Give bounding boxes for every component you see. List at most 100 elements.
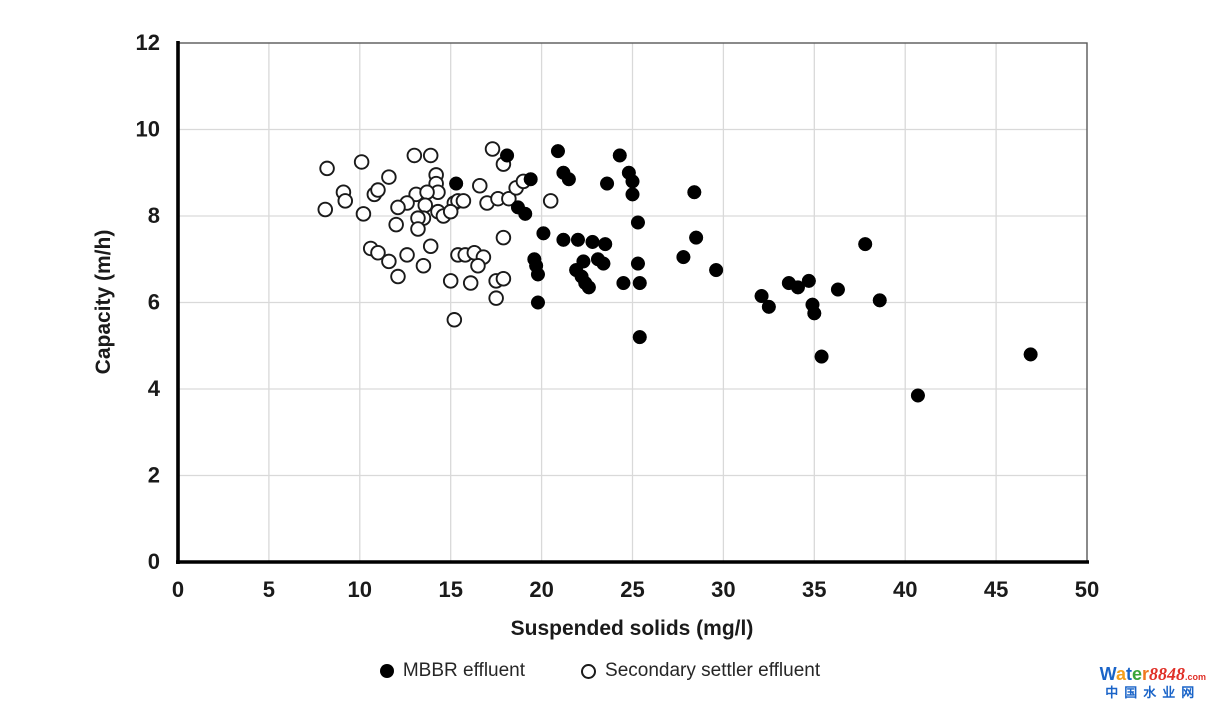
- watermark-brand: Water8848.com: [1100, 665, 1206, 684]
- y-tick-label-10: 10: [136, 116, 160, 141]
- data-point-settler-56: [446, 312, 463, 328]
- watermark-subtitle: 中国水业网: [1105, 685, 1201, 701]
- watermark-letter: e: [1131, 664, 1142, 685]
- data-point-mbbr-22: [709, 263, 724, 278]
- watermark-letter: r: [1141, 664, 1149, 685]
- data-point-mbbr-13: [518, 206, 533, 221]
- legend-item-settler: Secondary settler effluent: [581, 660, 820, 682]
- data-point-mbbr-15: [556, 232, 571, 247]
- data-point-mbbr-50: [1023, 347, 1038, 362]
- data-point-settler-9: [406, 147, 423, 164]
- x-tick-label-45: 45: [984, 577, 1008, 602]
- filled-circle-icon: [379, 664, 394, 678]
- data-point-mbbr-1: [550, 144, 566, 159]
- data-point-settler-37: [542, 193, 559, 209]
- watermark-letter: W: [1099, 664, 1116, 685]
- data-point-settler-10: [422, 147, 439, 164]
- data-point-mbbr-46: [872, 293, 887, 308]
- data-point-mbbr-44: [807, 306, 822, 321]
- y-tick-label-0: 0: [148, 549, 160, 574]
- data-point-mbbr-6: [625, 174, 640, 189]
- y-tick-label-12: 12: [136, 30, 160, 55]
- watermark-logo: Water8848.com 中国水业网: [1100, 665, 1206, 700]
- x-tick-label-15: 15: [438, 577, 462, 602]
- watermark-letter: a: [1115, 664, 1126, 685]
- data-point-settler-15: [419, 184, 435, 200]
- watermark-letter: t: [1125, 664, 1132, 685]
- data-point-settler-50: [470, 257, 486, 274]
- data-point-mbbr-34: [630, 256, 646, 271]
- data-point-settler-43: [422, 238, 439, 255]
- data-point-settler-44: [415, 257, 432, 274]
- data-point-settler-38: [495, 229, 512, 246]
- data-point-mbbr-25: [530, 267, 546, 282]
- legend-label-mbbr: MBBR effluent: [402, 660, 526, 681]
- data-point-mbbr-38: [754, 288, 769, 304]
- open-circle-icon: [581, 663, 597, 679]
- data-point-settler-27: [455, 193, 472, 209]
- data-point-settler-18: [417, 197, 433, 213]
- legend: MBBR effluent Secondary settler effluent: [0, 660, 1210, 682]
- x-tick-label-50: 50: [1075, 577, 1099, 602]
- data-point-settler-2: [317, 201, 334, 218]
- data-point-mbbr-36: [632, 275, 647, 291]
- data-point-settler-0: [319, 160, 335, 177]
- data-point-settler-51: [442, 273, 459, 289]
- data-point-mbbr-41: [790, 280, 805, 295]
- x-tick-label-20: 20: [529, 577, 553, 602]
- data-point-settler-41: [381, 253, 397, 270]
- x-tick-label-30: 30: [711, 577, 735, 602]
- y-tick-label-2: 2: [148, 462, 160, 487]
- data-point-settler-52: [462, 275, 479, 291]
- data-point-settler-17: [390, 199, 406, 216]
- data-point-settler-7: [370, 182, 386, 198]
- data-point-settler-55: [488, 290, 504, 306]
- data-point-mbbr-20: [689, 230, 704, 245]
- x-tick-label-40: 40: [893, 577, 917, 602]
- watermark-suffix: .com: [1184, 672, 1206, 683]
- data-point-settler-1: [353, 154, 370, 170]
- data-point-mbbr-4: [561, 172, 576, 187]
- data-point-settler-42: [399, 247, 415, 263]
- data-point-settler-45: [390, 268, 406, 285]
- watermark-brand-letters: Water: [1100, 664, 1149, 684]
- data-point-mbbr-39: [761, 299, 776, 314]
- data-point-mbbr-21: [676, 250, 691, 265]
- y-tick-label-6: 6: [148, 289, 160, 314]
- data-point-mbbr-14: [536, 226, 551, 241]
- data-point-mbbr-11: [687, 185, 702, 200]
- data-point-mbbr-35: [616, 275, 631, 291]
- data-point-settler-5: [381, 169, 397, 185]
- legend-label-settler: Secondary settler effluent: [605, 660, 821, 681]
- data-point-settler-23: [410, 221, 426, 237]
- x-tick-label-0: 0: [172, 577, 184, 602]
- data-point-mbbr-9: [523, 172, 538, 187]
- data-point-mbbr-47: [858, 237, 873, 252]
- data-point-settler-22: [388, 216, 404, 233]
- data-point-mbbr-37: [632, 330, 647, 345]
- data-point-settler-8: [355, 206, 372, 222]
- x-tick-label-25: 25: [620, 577, 644, 602]
- data-point-settler-30: [484, 141, 501, 157]
- data-point-mbbr-16: [570, 232, 586, 247]
- legend-item-mbbr: MBBR effluent: [379, 660, 526, 682]
- data-point-settler-54: [495, 270, 512, 287]
- y-tick-label-4: 4: [148, 376, 161, 401]
- data-point-mbbr-18: [598, 237, 613, 252]
- data-point-mbbr-0: [500, 148, 515, 163]
- y-tick-label-8: 8: [148, 203, 160, 228]
- x-tick-label-35: 35: [802, 577, 826, 602]
- data-point-settler-40: [370, 245, 386, 261]
- data-point-mbbr-45: [830, 282, 845, 297]
- data-point-mbbr-19: [630, 215, 646, 230]
- y-axis-title: Capacity (m/h): [92, 229, 115, 375]
- data-point-settler-34: [501, 190, 517, 207]
- data-point-mbbr-48: [814, 349, 829, 364]
- watermark-number: 8848: [1148, 664, 1185, 685]
- data-point-mbbr-42: [801, 273, 816, 288]
- x-axis-title: Suspended solids (mg/l): [510, 617, 754, 640]
- data-point-mbbr-8: [599, 176, 615, 191]
- data-point-settler-28: [442, 203, 459, 220]
- x-tick-label-5: 5: [263, 577, 275, 602]
